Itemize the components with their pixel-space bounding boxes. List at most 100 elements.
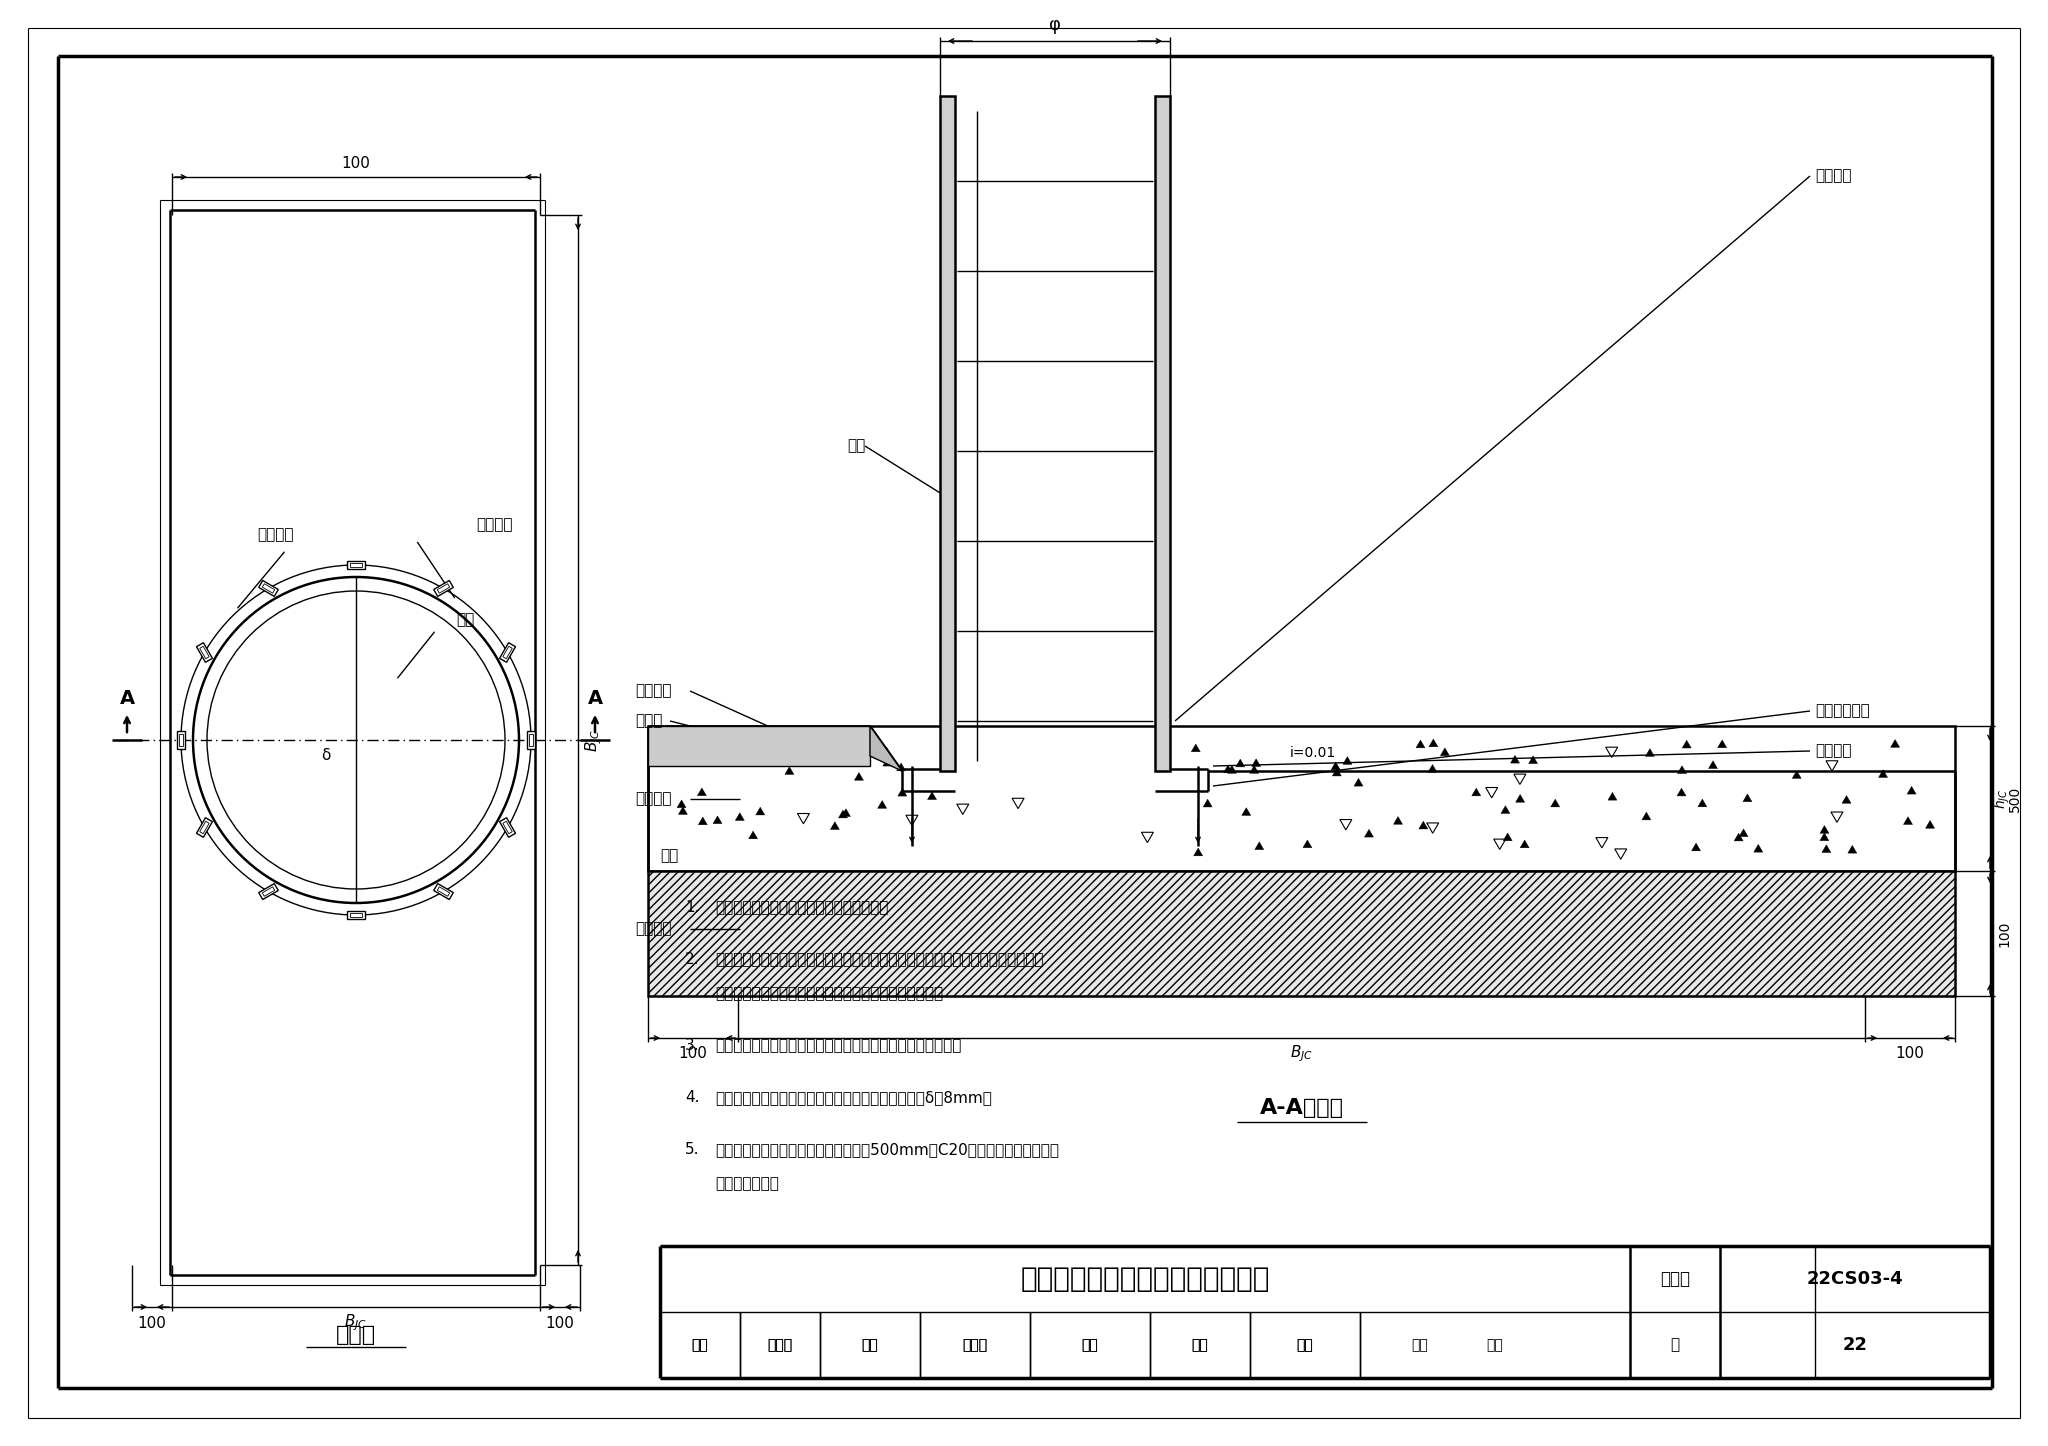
Polygon shape: [1516, 794, 1524, 803]
Polygon shape: [1841, 795, 1851, 804]
Text: 22: 22: [1843, 1336, 1868, 1353]
Polygon shape: [1677, 766, 1686, 774]
Polygon shape: [647, 870, 1956, 996]
Polygon shape: [735, 813, 743, 820]
Polygon shape: [647, 726, 1956, 870]
Polygon shape: [647, 726, 870, 766]
Bar: [1155, 95, 1169, 771]
Polygon shape: [197, 817, 213, 837]
Polygon shape: [678, 807, 688, 814]
Polygon shape: [1241, 808, 1251, 816]
Polygon shape: [1415, 740, 1425, 748]
Text: 寸与基础相同。: 寸与基础相同。: [715, 1177, 778, 1192]
Text: 100: 100: [1896, 1047, 1925, 1061]
Polygon shape: [1890, 739, 1901, 748]
Polygon shape: [1677, 788, 1686, 795]
Text: 李健明: 李健明: [963, 1338, 987, 1352]
Text: 设计: 设计: [1192, 1338, 1208, 1352]
Polygon shape: [1473, 788, 1481, 795]
Polygon shape: [1907, 787, 1917, 794]
Polygon shape: [842, 808, 850, 817]
Text: 固定锚栓: 固定锚栓: [1815, 169, 1851, 184]
Text: 固定锚栓和筒底卷边之间设钢制大圆环形垫圈，厚度δ＝8mm。: 固定锚栓和筒底卷边之间设钢制大圆环形垫圈，厚度δ＝8mm。: [715, 1090, 991, 1106]
Text: $B_{JC}$: $B_{JC}$: [1290, 1044, 1313, 1064]
Text: 100: 100: [678, 1047, 707, 1061]
Polygon shape: [897, 763, 905, 771]
Polygon shape: [1735, 833, 1743, 842]
Text: 100: 100: [1997, 920, 2011, 947]
Text: 页: 页: [1671, 1338, 1679, 1352]
Polygon shape: [1645, 749, 1655, 756]
Text: 1.: 1.: [684, 901, 700, 915]
Polygon shape: [1354, 778, 1364, 787]
Polygon shape: [750, 831, 758, 839]
Polygon shape: [883, 748, 891, 755]
Polygon shape: [258, 884, 279, 899]
Text: 固定螺栓: 固定螺栓: [475, 518, 512, 532]
Polygon shape: [1343, 756, 1352, 765]
Text: 筒体卷边: 筒体卷边: [258, 528, 295, 542]
Text: 2.: 2.: [684, 953, 700, 967]
Polygon shape: [1692, 843, 1700, 850]
Polygon shape: [434, 580, 453, 596]
Polygon shape: [1427, 765, 1438, 772]
Text: 3.: 3.: [684, 1038, 700, 1054]
Polygon shape: [346, 561, 365, 568]
Text: 100: 100: [137, 1316, 166, 1330]
Polygon shape: [1331, 762, 1339, 769]
Polygon shape: [1821, 826, 1829, 833]
Polygon shape: [1503, 833, 1511, 840]
Polygon shape: [1642, 813, 1651, 820]
Text: 锚栓的总抗拉能力应大于筒体总浮力与筒体自重的差值。: 锚栓的总抗拉能力应大于筒体总浮力与筒体自重的差值。: [715, 986, 944, 1002]
Polygon shape: [434, 884, 453, 899]
Text: 一体化预制泵站底部安装固定做法: 一体化预制泵站底部安装固定做法: [1020, 1265, 1270, 1293]
Polygon shape: [1753, 844, 1763, 852]
Text: 审核: 审核: [692, 1338, 709, 1352]
Polygon shape: [897, 788, 907, 797]
Polygon shape: [713, 816, 723, 824]
Polygon shape: [678, 800, 686, 808]
Polygon shape: [1528, 756, 1538, 763]
Polygon shape: [346, 911, 365, 920]
Text: $B_{JC}$: $B_{JC}$: [584, 729, 604, 752]
Text: 平面图: 平面图: [336, 1325, 377, 1345]
Polygon shape: [1194, 849, 1202, 856]
Text: 二次灌浆: 二次灌浆: [635, 684, 672, 698]
Text: 王旭: 王旭: [1296, 1338, 1313, 1352]
Polygon shape: [1393, 817, 1403, 824]
Polygon shape: [1925, 820, 1935, 829]
Polygon shape: [1681, 740, 1692, 748]
Polygon shape: [1202, 800, 1212, 807]
Polygon shape: [756, 807, 764, 816]
Text: 抗浮措施按筒体与基础整体考虑。筒体周边固定锚栓应进行抗拉承载力验算，确保: 抗浮措施按筒体与基础整体考虑。筒体周边固定锚栓应进行抗拉承载力验算，确保: [715, 953, 1044, 967]
Text: 筒体: 筒体: [846, 438, 864, 454]
Polygon shape: [1821, 833, 1829, 840]
Polygon shape: [1903, 817, 1913, 824]
Polygon shape: [176, 732, 184, 749]
Text: 稳典: 稳典: [1081, 1338, 1098, 1352]
Text: 4.: 4.: [684, 1090, 700, 1106]
Polygon shape: [1550, 800, 1561, 807]
Polygon shape: [1227, 765, 1237, 774]
Text: 审核: 审核: [692, 1338, 709, 1352]
Text: A: A: [588, 688, 602, 707]
Text: 设计: 设计: [1192, 1338, 1208, 1352]
Polygon shape: [829, 821, 840, 830]
Polygon shape: [870, 726, 901, 771]
Text: 保护层: 保护层: [635, 713, 662, 729]
Polygon shape: [838, 810, 848, 818]
Text: 筒体: 筒体: [457, 613, 475, 628]
Bar: [940, 95, 954, 771]
Polygon shape: [1698, 800, 1706, 807]
Text: 500: 500: [2007, 785, 2021, 811]
Text: A: A: [119, 688, 135, 707]
Text: 100: 100: [342, 156, 371, 171]
Polygon shape: [1235, 759, 1245, 766]
Polygon shape: [1708, 761, 1718, 768]
Text: $B_{JC}$: $B_{JC}$: [344, 1313, 367, 1333]
Text: φ: φ: [1049, 16, 1061, 35]
Text: δ: δ: [322, 748, 330, 762]
Polygon shape: [1251, 759, 1262, 766]
Polygon shape: [1192, 745, 1200, 752]
Polygon shape: [1792, 771, 1800, 778]
